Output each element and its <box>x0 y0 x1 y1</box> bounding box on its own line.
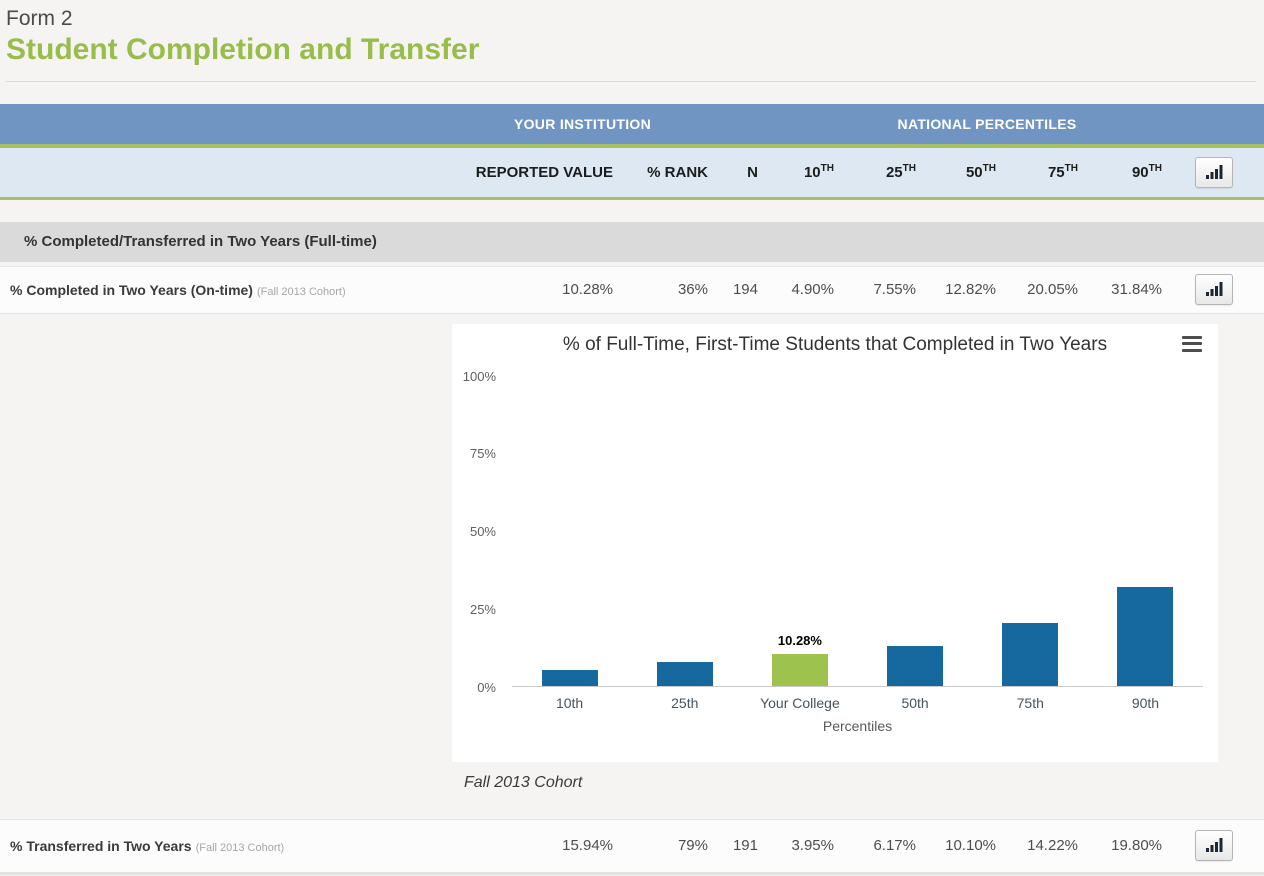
chart-caption: Fall 2013 Cohort <box>464 773 583 791</box>
chart-title: % of Full-Time, First-Time Students that… <box>562 333 1108 355</box>
bar-value-label: 10.28% <box>777 632 822 648</box>
cell-n: 194 <box>732 281 758 299</box>
bar-slot <box>1088 376 1203 686</box>
bar-10th[interactable] <box>541 670 598 686</box>
y-axis: 0% 25% 50% 75% 100% <box>452 369 512 695</box>
x-category-label: 50th <box>901 694 929 711</box>
cell-50th: 10.10% <box>945 837 996 855</box>
column-header-75th: 75TH <box>1047 163 1078 182</box>
cell-reported-value: 10.28% <box>562 281 613 299</box>
form-label: Form 2 <box>6 7 73 30</box>
bar-slot: 10.28% <box>742 376 857 686</box>
bar-slot <box>512 376 627 686</box>
bar-chart-icon <box>1205 838 1222 853</box>
column-header-n: N <box>747 163 758 181</box>
chart-panel: % of Full-Time, First-Time Students that… <box>452 323 1218 762</box>
column-header-rank: % RANK <box>647 163 708 181</box>
plot-column: 10.28% 10th 25th Your College 50th 75th 90th … <box>512 376 1203 734</box>
toggle-row-chart-button[interactable] <box>1195 830 1233 862</box>
plot-area: 10.28% <box>512 376 1203 687</box>
cell-75th: 20.05% <box>1027 281 1078 299</box>
bar-90th[interactable] <box>1117 586 1174 686</box>
cell-10th: 4.90% <box>791 281 834 299</box>
cell-rank: 79% <box>677 837 708 855</box>
table-row: % Completed in Two Years (On-time) (Fall … <box>0 265 1264 314</box>
column-header-10th: 10TH <box>803 163 834 182</box>
row-cohort-note: (Fall 2013 Cohort) <box>256 285 346 298</box>
cell-25th: 7.55% <box>873 281 916 299</box>
x-category-label: 75th <box>1016 694 1044 711</box>
next-section-edge <box>0 872 1264 876</box>
cell-reported-value: 15.94% <box>562 837 613 855</box>
chart-section: % of Full-Time, First-Time Students that… <box>0 314 1264 819</box>
column-header-reported-value: REPORTED VALUE <box>475 163 613 181</box>
page-title: Student Completion and Transfer <box>6 33 480 67</box>
chart-body: 0% 25% 50% 75% 100% 10.28% 10th 25th Your Coll… <box>452 369 1218 734</box>
y-tick-label: 100% <box>462 368 496 384</box>
bar-chart-icon <box>1205 164 1222 179</box>
cell-n: 191 <box>732 837 758 855</box>
bar-slot <box>627 376 742 686</box>
section-header-row: % Completed/Transferred in Two Years (Fu… <box>0 221 1264 262</box>
cell-90th: 19.80% <box>1111 837 1162 855</box>
table-group-header: YOUR INSTITUTION NATIONAL PERCENTILES <box>0 103 1264 144</box>
bar-your-college[interactable] <box>771 653 828 686</box>
section-title: % Completed/Transferred in Two Years (Fu… <box>24 233 377 251</box>
bar-slot <box>973 376 1088 686</box>
table-row: % Transferred in Two Years (Fall 2013 Coh… <box>0 818 1264 873</box>
y-tick-label: 0% <box>477 679 496 695</box>
x-category-label: Your College <box>760 694 840 711</box>
cell-90th: 31.84% <box>1111 281 1162 299</box>
row-cohort-note: (Fall 2013 Cohort) <box>195 841 285 854</box>
y-tick-label: 25% <box>469 601 496 617</box>
x-category-label: 10th <box>555 694 584 711</box>
row-label: % Transferred in Two Years (Fall 2013 Coh… <box>10 837 285 854</box>
y-tick-label: 50% <box>469 524 496 540</box>
bar-75th[interactable] <box>1002 623 1059 686</box>
column-header-25th: 25TH <box>885 163 916 182</box>
bar-25th[interactable] <box>656 662 713 686</box>
y-tick-label: 75% <box>469 446 496 462</box>
header-divider <box>6 80 1256 82</box>
table-column-header-row: REPORTED VALUE % RANK N 10TH 25TH 50TH 7… <box>0 143 1264 200</box>
toggle-all-charts-button[interactable] <box>1195 156 1233 188</box>
cell-50th: 12.82% <box>945 281 996 299</box>
x-labels: 10th 25th Your College 50th 75th 90th <box>512 695 1203 711</box>
x-axis-title: Percentiles <box>822 717 893 734</box>
toggle-row-chart-button[interactable] <box>1195 274 1233 306</box>
column-header-90th: 90TH <box>1131 163 1162 182</box>
column-header-50th: 50TH <box>965 163 996 182</box>
cell-75th: 14.22% <box>1027 837 1078 855</box>
group-header-your-institution: YOUR INSTITUTION <box>513 115 652 132</box>
hamburger-menu-icon[interactable] <box>1182 335 1202 352</box>
cell-10th: 3.95% <box>791 837 834 855</box>
x-category-label: 90th <box>1131 694 1160 711</box>
bar-50th[interactable] <box>887 645 944 686</box>
group-header-national-percentiles: NATIONAL PERCENTILES <box>897 115 1077 132</box>
cell-25th: 6.17% <box>873 837 916 855</box>
bar-slot <box>858 376 973 686</box>
row-label: % Completed in Two Years (On-time) (Fall … <box>10 281 346 298</box>
page-header: Form 2 Student Completion and Transfer <box>0 0 1264 82</box>
bar-chart-icon <box>1205 282 1222 297</box>
cell-rank: 36% <box>677 281 708 299</box>
x-category-label: 25th <box>671 694 699 711</box>
